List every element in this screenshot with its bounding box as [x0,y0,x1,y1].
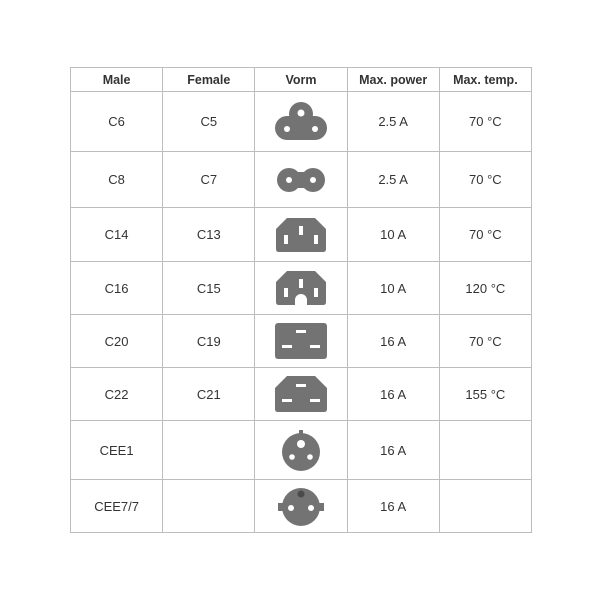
temp-cell [438,479,533,533]
c13-connector-icon [255,217,346,253]
temp-cell: 155 °C [438,367,533,421]
table-row: C14 C13 10 A 70 °C [69,207,533,262]
table-row: C22 C21 16 A 155 °C [69,367,533,421]
female-cell [162,420,256,480]
c19-connector-icon [255,322,346,360]
shape-cell [254,367,348,421]
cee1-plug-icon [255,428,346,472]
header-max-power: Max. power [346,67,440,92]
shape-cell [254,151,348,208]
male-cell: C22 [69,367,164,421]
male-cell: C16 [69,261,164,315]
header-male: Male [69,67,164,92]
shape-cell [254,91,348,152]
temp-cell [438,420,533,480]
header-vorm: Vorm [254,67,348,92]
male-cell: CEE1 [69,420,164,480]
c15-connector-icon [255,270,346,306]
temp-cell: 70 °C [438,314,533,368]
table-row: C8 C7 2.5 A 70 °C [69,151,533,208]
c7-figure-eight-icon [255,167,346,193]
header-max-temp: Max. temp. [438,67,533,92]
temp-cell: 120 °C [438,261,533,315]
power-cell: 16 A [346,420,440,480]
power-cell: 16 A [346,314,440,368]
female-cell: C7 [162,151,256,208]
power-cell: 2.5 A [346,91,440,152]
cee7-schuko-plug-icon [255,484,346,528]
table-row: CEE7/7 16 A [69,479,533,533]
header-row: Male Female Vorm Max. power Max. temp. [69,67,533,92]
temp-cell: 70 °C [438,91,533,152]
shape-cell [254,479,348,533]
power-cell: 10 A [346,207,440,262]
c5-cloverleaf-icon [255,100,346,144]
male-cell: C8 [69,151,164,208]
power-cell: 10 A [346,261,440,315]
female-cell: C21 [162,367,256,421]
shape-cell [254,207,348,262]
shape-cell [254,314,348,368]
male-cell: CEE7/7 [69,479,164,533]
shape-cell [254,420,348,480]
female-cell: C15 [162,261,256,315]
table-row: C16 C15 10 A 120 °C [69,261,533,315]
power-cell: 16 A [346,479,440,533]
temp-cell: 70 °C [438,207,533,262]
male-cell: C20 [69,314,164,368]
power-cell: 16 A [346,367,440,421]
header-female: Female [162,67,256,92]
table-row: C6 C5 2.5 A 70 °C [69,91,533,152]
c21-connector-icon [255,375,346,413]
female-cell: C19 [162,314,256,368]
male-cell: C6 [69,91,164,152]
female-cell: C13 [162,207,256,262]
shape-cell [254,261,348,315]
connector-table: Male Female Vorm Max. power Max. temp. C… [69,67,533,533]
female-cell: C5 [162,91,256,152]
power-cell: 2.5 A [346,151,440,208]
female-cell [162,479,256,533]
male-cell: C14 [69,207,164,262]
temp-cell: 70 °C [438,151,533,208]
table-row: C20 C19 16 A 70 °C [69,314,533,368]
table-row: CEE1 16 A [69,420,533,480]
